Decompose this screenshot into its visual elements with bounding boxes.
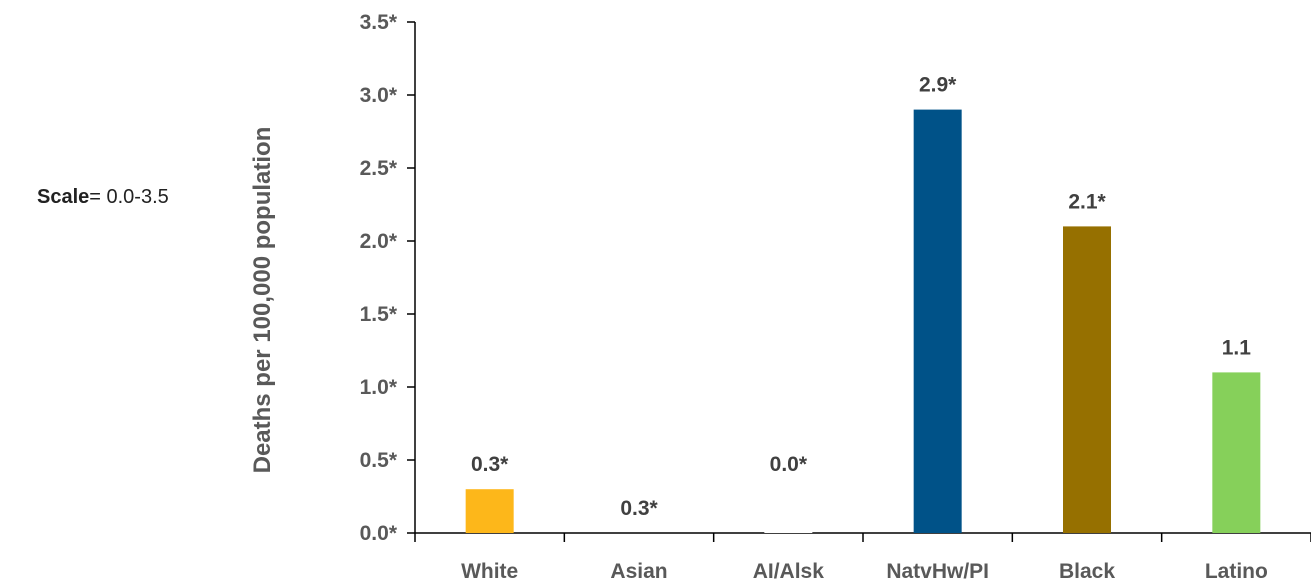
bar-natvhw-pi	[913, 109, 962, 533]
y-tick-label: 1.0*	[360, 376, 398, 399]
data-label: 2.9*	[919, 74, 957, 97]
y-tick-label: 0.0*	[360, 522, 398, 545]
y-axis-title: Deaths per 100,000 population	[249, 127, 276, 474]
x-tick-label: White	[461, 560, 518, 583]
y-tick-label: 3.0*	[360, 84, 398, 107]
y-tick-label: 2.5*	[360, 157, 398, 180]
data-labels: 0.3* 0.3* 0.0* 2.9* 2.1* 1.1	[471, 74, 1251, 520]
bar-ai-alsk	[764, 489, 813, 533]
data-label: 1.1	[1222, 336, 1252, 359]
scale-note: Scale= 0.0-3.5	[37, 186, 169, 209]
x-tick-label: AI/Alsk	[753, 560, 825, 583]
y-tick-label: 1.5*	[360, 303, 398, 326]
data-label: 2.1*	[1068, 190, 1106, 213]
x-tick-label: Latino	[1205, 560, 1268, 583]
bar-black	[1063, 226, 1111, 533]
scale-note-label: Scale	[37, 186, 90, 208]
x-ticks: White Asian AI/Alsk NatvHw/PI Black Latino	[414, 533, 1311, 583]
bar-latino	[1212, 372, 1261, 533]
data-label: 0.3*	[620, 497, 658, 520]
scale-note-value: = 0.0-3.5	[89, 186, 169, 208]
y-tick-label: 3.5*	[360, 11, 398, 34]
y-ticks: 0.0* 0.5* 1.0* 1.5* 2.0* 2.5* 3.0* 3.5*	[360, 11, 415, 545]
y-tick-label: 0.5*	[360, 449, 398, 472]
x-tick-label: NatvHw/PI	[886, 560, 989, 583]
y-tick-label: 2.0*	[360, 230, 398, 253]
data-label: 0.3*	[471, 453, 509, 476]
bars	[465, 109, 1261, 533]
x-tick-label: Asian	[610, 560, 667, 583]
bar-white	[465, 489, 514, 533]
axes	[414, 22, 1311, 534]
x-tick-label: Black	[1059, 560, 1115, 583]
y-axis-title-group: Deaths per 100,000 population	[249, 127, 276, 474]
data-label: 0.0*	[770, 453, 808, 476]
